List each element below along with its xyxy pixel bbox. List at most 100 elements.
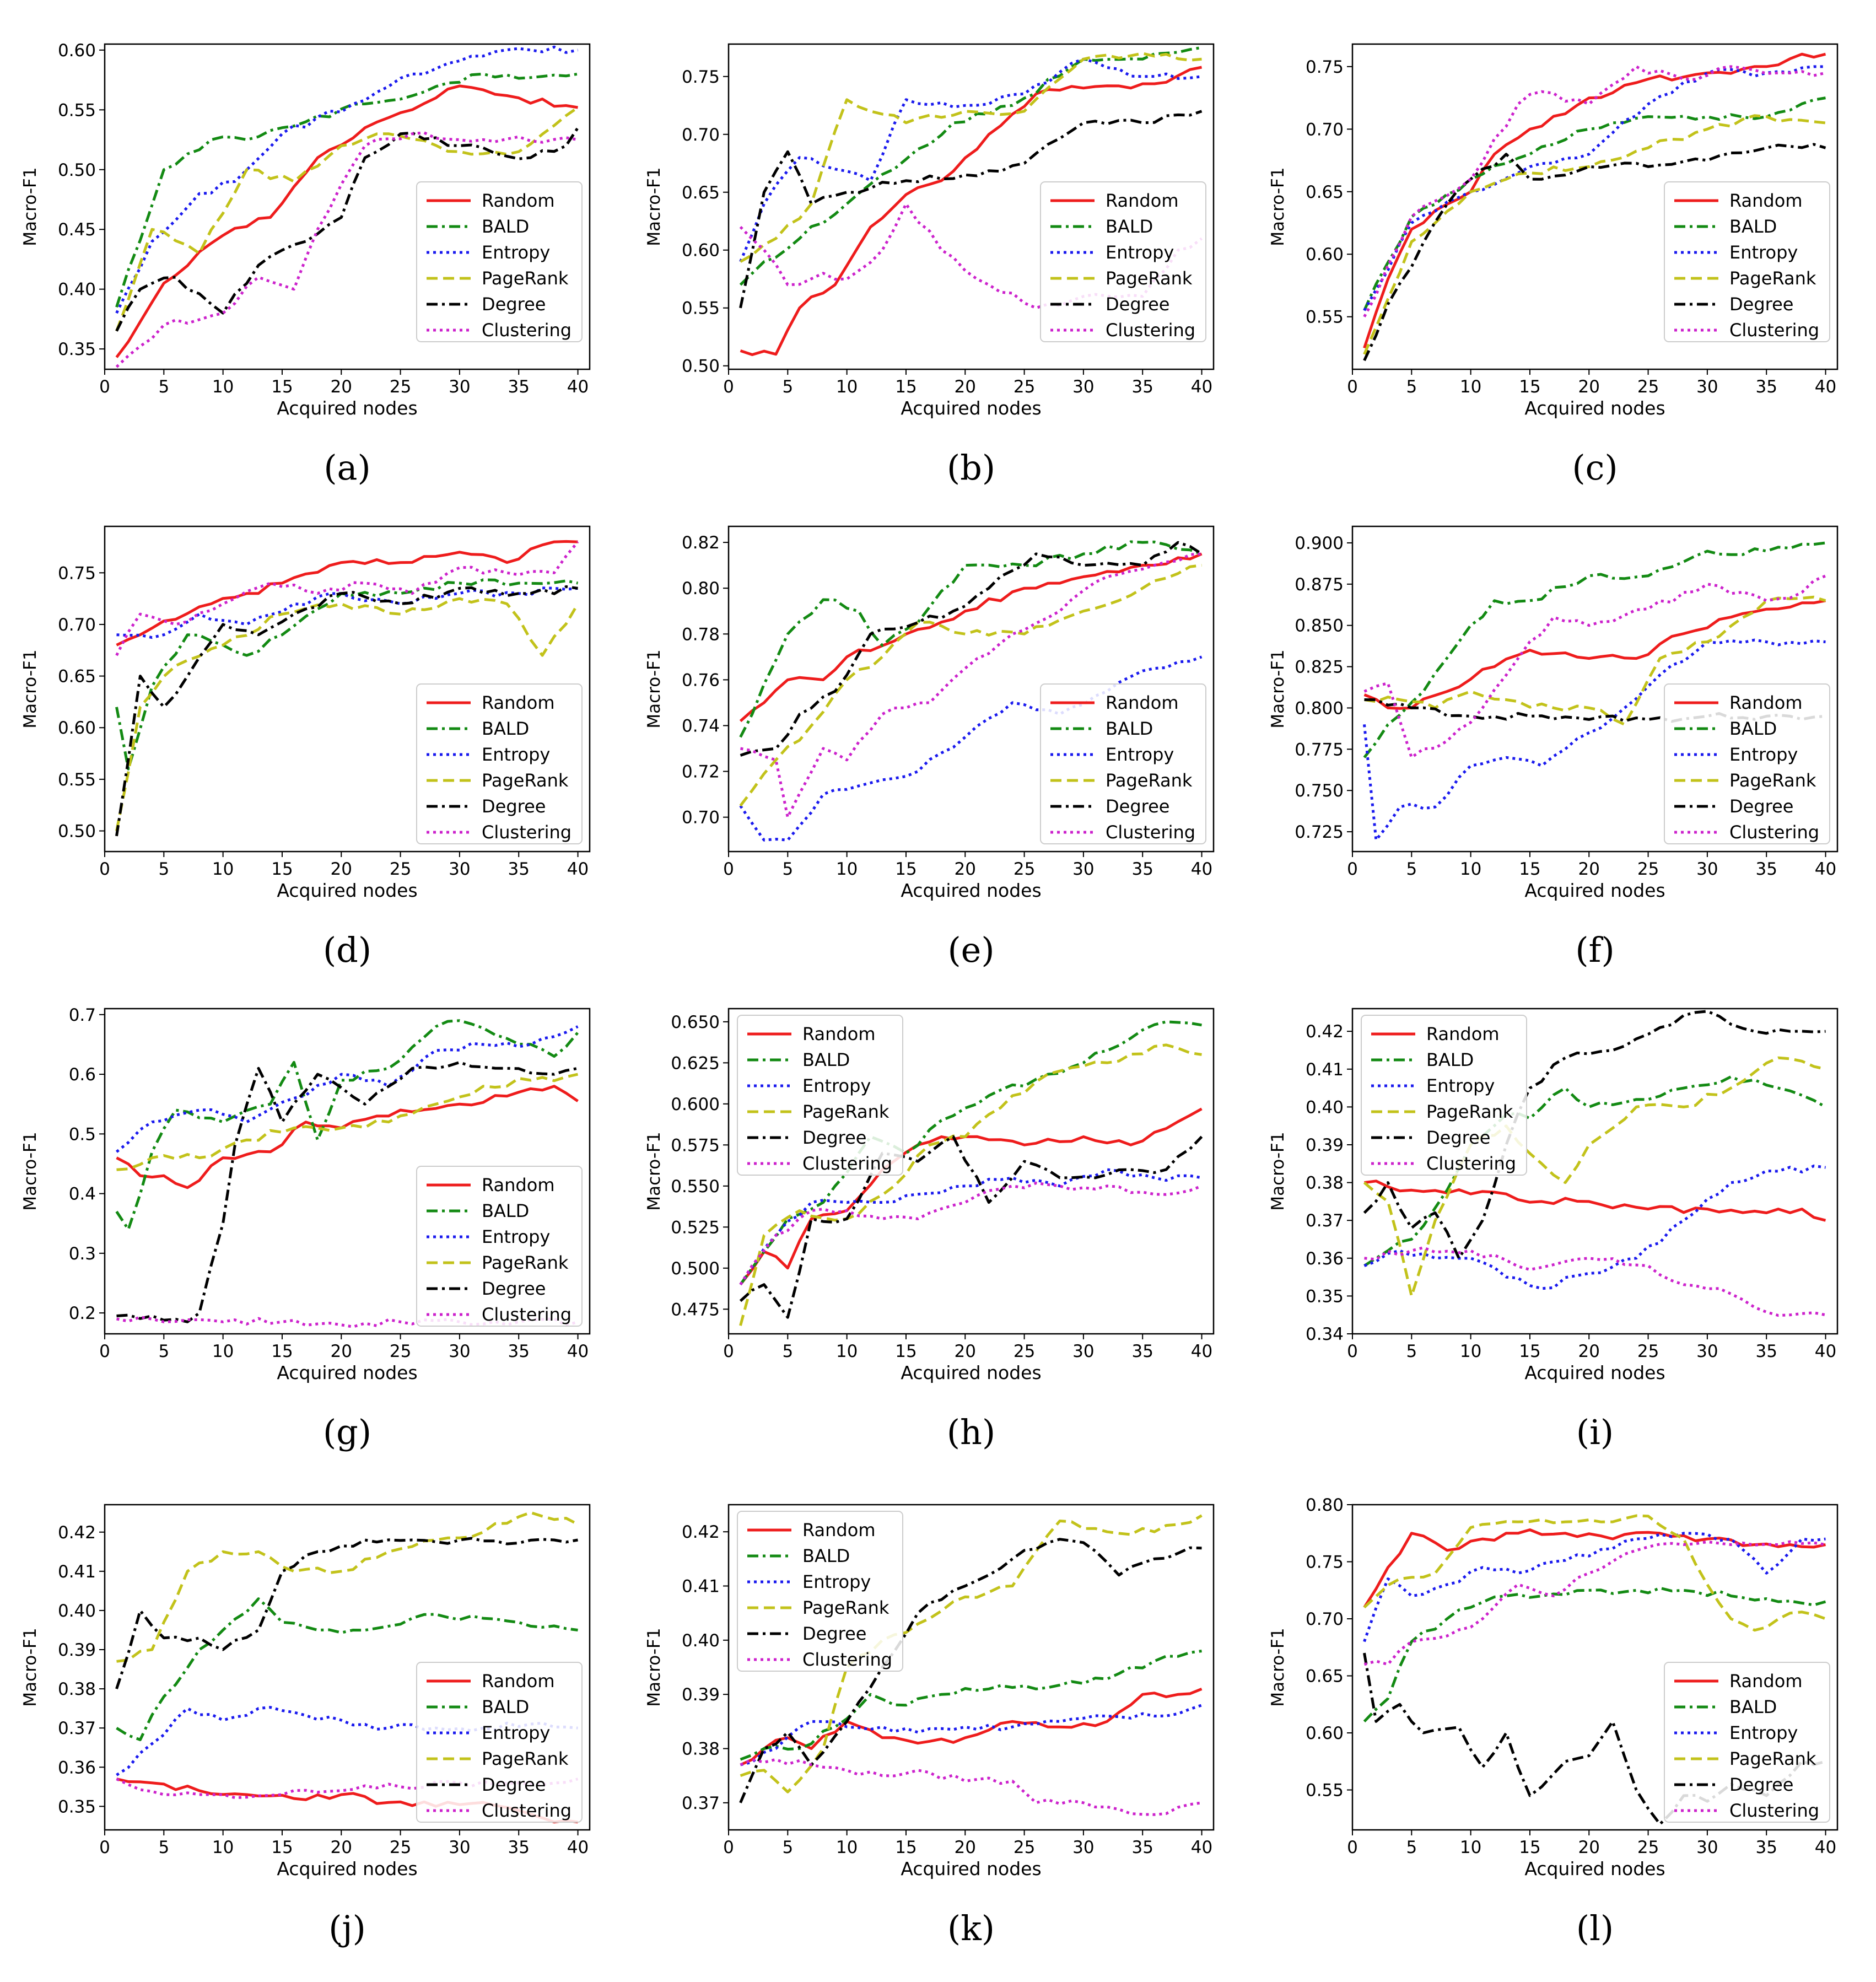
y-tick-label: 0.76 [682, 670, 720, 690]
legend: Random BALD Entropy PageRank Degree Clusterin… [1664, 181, 1830, 342]
x-tick-label: 25 [1637, 1342, 1659, 1361]
panel-caption: (b) [947, 448, 995, 488]
y-tick-label: 0.36 [58, 1758, 96, 1778]
x-tick-label: 20 [955, 859, 976, 879]
x-tick-label: 40 [1191, 377, 1212, 397]
y-tick-label: 0.41 [682, 1577, 720, 1597]
x-tick-label: 0 [1347, 1342, 1358, 1361]
x-tick-label: 10 [212, 1342, 234, 1361]
y-tick-label: 0.55 [682, 299, 720, 319]
x-tick-label: 0 [99, 1342, 110, 1361]
legend-label: Entropy [1426, 1075, 1495, 1096]
y-tick-label: 0.775 [1295, 740, 1344, 760]
panel-caption: (g) [323, 1412, 371, 1452]
x-tick-label: 5 [158, 1342, 169, 1361]
y-tick-label: 0.65 [58, 667, 96, 687]
legend-label: Degree [1106, 796, 1169, 817]
y-tick-label: 0.40 [58, 1601, 96, 1621]
x-tick-label: 40 [567, 859, 589, 879]
x-axis-label: Acquired nodes [901, 397, 1041, 419]
panel-caption: (c) [1572, 448, 1618, 488]
y-tick-label: 0.39 [58, 1640, 96, 1660]
legend-label: Entropy [482, 1226, 550, 1247]
legend-label: PageRank [482, 1252, 569, 1273]
legend-label: Clustering [1729, 822, 1819, 843]
series-line-clustering [116, 1778, 579, 1800]
y-axis-label: Macro-F1 [1268, 1628, 1288, 1706]
chart-panel: 0 5 10 15 20 25 30 35 40 0.37 0.38 0.39 0.40 0.41 0.42… [644, 1504, 1215, 1948]
x-tick-label: 5 [158, 859, 169, 879]
legend-label: BALD [482, 1200, 529, 1221]
x-tick-label: 15 [1519, 1838, 1540, 1857]
x-tick-label: 5 [1406, 1838, 1417, 1857]
plot-frame [104, 525, 591, 853]
series-line-pagerank [1363, 1056, 1826, 1297]
legend-box [1664, 1662, 1830, 1823]
x-tick-label: 0 [1347, 1838, 1358, 1857]
x-tick-label: 0 [99, 859, 110, 879]
y-tick-label: 0.500 [671, 1259, 720, 1279]
series-line-random [1363, 1528, 1826, 1608]
x-tick-label: 40 [1815, 1838, 1836, 1857]
series-line-degree [1363, 143, 1826, 362]
legend-label: Random [1729, 692, 1802, 713]
y-tick-label: 0.70 [1306, 1609, 1344, 1629]
legend-box [737, 1015, 903, 1176]
legend: Random BALD Entropy PageRank Degree Clusterin… [1040, 683, 1206, 844]
series-line-degree [739, 110, 1203, 309]
legend-label: Clustering [1729, 320, 1819, 341]
legend-label: BALD [1106, 216, 1153, 237]
y-tick-label: 0.41 [1306, 1060, 1344, 1080]
series-line-degree [115, 1537, 578, 1689]
series-line-clustering [115, 541, 579, 656]
x-tick-label: 40 [567, 377, 589, 397]
series-line-bald [1363, 1586, 1826, 1723]
legend-label: BALD [802, 1049, 850, 1070]
series-line-random [740, 66, 1202, 356]
panel-caption: (j) [328, 1908, 366, 1948]
legend-label: Degree [802, 1623, 866, 1644]
plot-frame [104, 1504, 591, 1831]
series-line-random [115, 84, 578, 358]
x-tick-label: 5 [782, 859, 793, 879]
chart-panel: 0 5 10 15 20 25 30 35 40 0.34 0.35 0.36 0.37 0.38 0.39… [1268, 1008, 1839, 1452]
x-tick-label: 40 [1815, 377, 1836, 397]
series-line-random [740, 1687, 1203, 1766]
y-axis-label: Macro-F1 [20, 1132, 40, 1210]
legend-box [737, 1511, 903, 1672]
y-tick-label: 0.45 [58, 220, 96, 240]
y-axis-label: Macro-F1 [1268, 649, 1288, 728]
plot-frame [104, 43, 591, 370]
series-group [739, 46, 1203, 356]
y-tick-label: 0.40 [682, 1631, 720, 1651]
x-tick-label: 40 [567, 1838, 589, 1857]
y-tick-label: 0.875 [1295, 575, 1344, 595]
x-tick-label: 30 [449, 377, 470, 397]
legend-label: Random [1106, 692, 1178, 713]
series-line-clustering [740, 1758, 1202, 1816]
y-axis-label: Macro-F1 [1268, 167, 1288, 246]
legend-label: Clustering [482, 1304, 572, 1325]
y-tick-label: 0.42 [58, 1523, 96, 1543]
panel-caption: (a) [324, 448, 370, 488]
legend: Random BALD Entropy PageRank Degree Clusterin… [416, 1662, 583, 1823]
series-line-entropy [115, 1025, 579, 1153]
legend-label: Clustering [1729, 1800, 1819, 1821]
y-tick-label: 0.825 [1295, 658, 1344, 677]
legend-label: BALD [1426, 1049, 1474, 1070]
chart-panel: 0 5 10 15 20 25 30 35 40 0.2 0.3 0.4 0.5 0.6 0.7 Acquir… [20, 1005, 591, 1452]
legend-label: PageRank [1106, 268, 1193, 289]
x-tick-label: 40 [1191, 1342, 1212, 1361]
y-tick-label: 0.575 [671, 1135, 720, 1155]
plot-frame [104, 1008, 591, 1335]
x-tick-label: 35 [1131, 859, 1153, 879]
x-tick-label: 30 [1696, 1342, 1718, 1361]
y-tick-label: 0.75 [1306, 1553, 1344, 1572]
x-axis-label: Acquired nodes [1524, 1362, 1665, 1383]
x-tick-label: 30 [1072, 1838, 1094, 1857]
panel-caption: (d) [323, 930, 371, 970]
y-tick-label: 0.750 [1295, 781, 1344, 801]
y-tick-label: 0.65 [1306, 182, 1344, 202]
y-tick-label: 0.37 [682, 1794, 720, 1813]
y-tick-label: 0.850 [1295, 616, 1344, 636]
